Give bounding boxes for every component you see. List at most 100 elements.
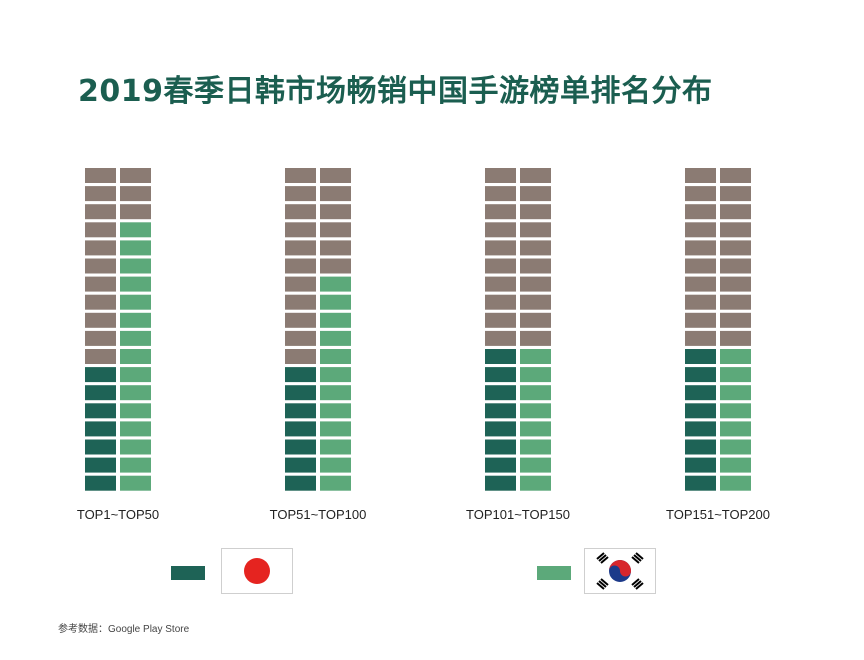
waffle-cell (720, 294, 751, 310)
waffle-cell (285, 276, 316, 292)
waffle-cell (120, 240, 151, 256)
waffle-cell (720, 475, 751, 491)
waffle-cell (85, 258, 116, 274)
waffle-cell (685, 222, 716, 238)
waffle-cell (85, 204, 116, 220)
waffle-cell (85, 475, 116, 491)
waffle-cell (285, 421, 316, 437)
waffle-cell (685, 349, 716, 364)
waffle-cell (120, 385, 151, 401)
waffle-cell (285, 385, 316, 401)
waffle-cell (85, 240, 116, 256)
waffle-cell (320, 222, 351, 238)
waffle-cell (485, 294, 516, 310)
waffle-cell (120, 186, 151, 202)
group-label: TOP51~TOP100 (270, 507, 367, 522)
group-label: TOP101~TOP150 (466, 507, 570, 522)
waffle-cell (685, 475, 716, 491)
waffle-cell (120, 439, 151, 455)
waffle-cell (485, 439, 516, 455)
waffle-cell (485, 457, 516, 473)
waffle-cell (285, 222, 316, 238)
waffle-cell (520, 240, 551, 256)
waffle-cell (485, 204, 516, 220)
waffle-cell (720, 367, 751, 383)
waffle-cell (320, 168, 351, 183)
waffle-cell (520, 421, 551, 437)
waffle-cell (320, 294, 351, 310)
waffle-cell (720, 421, 751, 437)
waffle-cell (320, 312, 351, 328)
waffle-cell (720, 204, 751, 220)
page-title: 2019春季日韩市场畅销中国手游榜单排名分布 (78, 74, 713, 109)
waffle-cell (320, 240, 351, 256)
waffle-cell (85, 349, 116, 364)
waffle-cell (485, 367, 516, 383)
waffle-cell (320, 421, 351, 437)
waffle-cell (285, 457, 316, 473)
waffle-cell (685, 186, 716, 202)
waffle-cell (685, 457, 716, 473)
waffle-cell (685, 385, 716, 401)
waffle-cell (685, 367, 716, 383)
waffle-cell (520, 330, 551, 346)
waffle-cell (120, 294, 151, 310)
waffle-cell (85, 312, 116, 328)
waffle-cell (120, 258, 151, 274)
waffle-cell (285, 240, 316, 256)
waffle-cell (720, 349, 751, 364)
waffle-cell (285, 403, 316, 419)
waffle-cell (685, 258, 716, 274)
japan-flag-icon (221, 548, 293, 594)
waffle-cell (120, 276, 151, 292)
waffle-cell (685, 439, 716, 455)
waffle-cell (485, 222, 516, 238)
waffle-cell (485, 240, 516, 256)
waffle-cell (320, 475, 351, 491)
waffle-cell (120, 403, 151, 419)
waffle-cell (720, 385, 751, 401)
waffle-cell (285, 204, 316, 220)
waffle-cell (685, 204, 716, 220)
waffle-cell (720, 330, 751, 346)
waffle-cell (720, 168, 751, 183)
waffle-cell (520, 403, 551, 419)
waffle-cell (520, 276, 551, 292)
waffle-cell (320, 276, 351, 292)
waffle-cell (720, 258, 751, 274)
waffle-cell (320, 258, 351, 274)
waffle-cell (285, 186, 316, 202)
group-label: TOP151~TOP200 (666, 507, 770, 522)
waffle-cell (720, 439, 751, 455)
waffle-cell (285, 349, 316, 364)
waffle-cell (285, 294, 316, 310)
waffle-cell (685, 168, 716, 183)
waffle-cell (485, 276, 516, 292)
waffle-cell (720, 276, 751, 292)
waffle-cell (285, 312, 316, 328)
waffle-cell (120, 349, 151, 364)
waffle-cell (520, 439, 551, 455)
waffle-cell (285, 439, 316, 455)
waffle-cell (85, 385, 116, 401)
waffle-cell (120, 168, 151, 183)
waffle-cell (85, 276, 116, 292)
korea-flag-icon (584, 548, 656, 594)
waffle-cell (320, 385, 351, 401)
waffle-cell (485, 258, 516, 274)
waffle-cell (520, 294, 551, 310)
waffle-cell (685, 294, 716, 310)
waffle-cell (120, 367, 151, 383)
waffle-cell (285, 475, 316, 491)
waffle-cell (485, 186, 516, 202)
waffle-cell (120, 312, 151, 328)
waffle-cell (720, 240, 751, 256)
waffle-cell (720, 457, 751, 473)
waffle-cell (85, 186, 116, 202)
waffle-cell (320, 457, 351, 473)
waffle-cell (85, 439, 116, 455)
waffle-cell (320, 349, 351, 364)
waffle-cell (720, 403, 751, 419)
waffle-cell (320, 367, 351, 383)
